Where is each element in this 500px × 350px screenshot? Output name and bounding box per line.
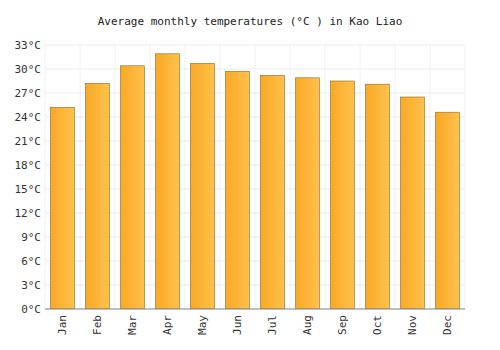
bar	[331, 81, 355, 309]
y-tick-label: 9°C	[21, 231, 41, 244]
x-tick-label: Jun	[231, 315, 244, 335]
x-tick-label: Jul	[266, 315, 279, 335]
y-tick-label: 6°C	[21, 255, 41, 268]
bar	[296, 78, 320, 309]
v-grid-line	[185, 45, 186, 309]
bar	[156, 54, 180, 309]
y-tick-label: 30°C	[15, 63, 42, 76]
bars	[51, 54, 460, 309]
y-tick-label: 15°C	[15, 183, 42, 196]
v-grid-line	[150, 45, 151, 309]
v-grid-line	[80, 45, 81, 309]
x-tick-label: Oct	[371, 315, 384, 335]
bar	[121, 66, 145, 309]
v-grid-line	[220, 45, 221, 309]
x-tick-label: Mar	[126, 315, 139, 335]
bar	[51, 107, 75, 309]
x-tick-label: Feb	[91, 315, 104, 335]
y-tick-label: 0°C	[21, 303, 41, 316]
y-tick-label: 27°C	[15, 87, 42, 100]
x-tick-label: Jan	[56, 315, 69, 335]
x-tick-label: Aug	[301, 315, 314, 335]
grid-line	[45, 45, 465, 46]
bar	[401, 97, 425, 309]
x-axis	[45, 309, 465, 310]
v-grid-line	[465, 45, 466, 309]
y-tick-label: 24°C	[15, 111, 42, 124]
v-grid-line	[45, 45, 46, 309]
x-tick-label: May	[196, 315, 209, 335]
v-grid-line	[255, 45, 256, 309]
y-tick-label: 18°C	[15, 159, 42, 172]
y-tick-label: 33°C	[15, 39, 42, 52]
grid-line	[45, 309, 465, 310]
bar	[226, 71, 250, 309]
v-grid-line	[115, 45, 116, 309]
bar	[86, 83, 110, 309]
title: Average monthly temperatures (°C ) in Ka…	[98, 15, 403, 28]
x-tick-label: Nov	[406, 315, 419, 335]
x-tick-label: Apr	[161, 315, 174, 335]
bar	[191, 63, 215, 309]
v-grid-line	[360, 45, 361, 309]
bar	[366, 84, 390, 309]
v-grid-line	[395, 45, 396, 309]
y-tick-label: 3°C	[21, 279, 41, 292]
grid-line	[45, 69, 465, 70]
x-tick-label: Dec	[441, 315, 454, 335]
x-tick-label: Sep	[336, 315, 349, 335]
y-tick-label: 12°C	[15, 207, 42, 220]
chart: Average monthly temperatures (°C ) in Ka…	[0, 0, 500, 350]
v-grid-line	[290, 45, 291, 309]
v-grid-line	[430, 45, 431, 309]
bar	[436, 112, 460, 309]
v-grid-line	[325, 45, 326, 309]
grid	[45, 45, 465, 309]
y-tick-label: 21°C	[15, 135, 42, 148]
bar	[261, 75, 285, 309]
